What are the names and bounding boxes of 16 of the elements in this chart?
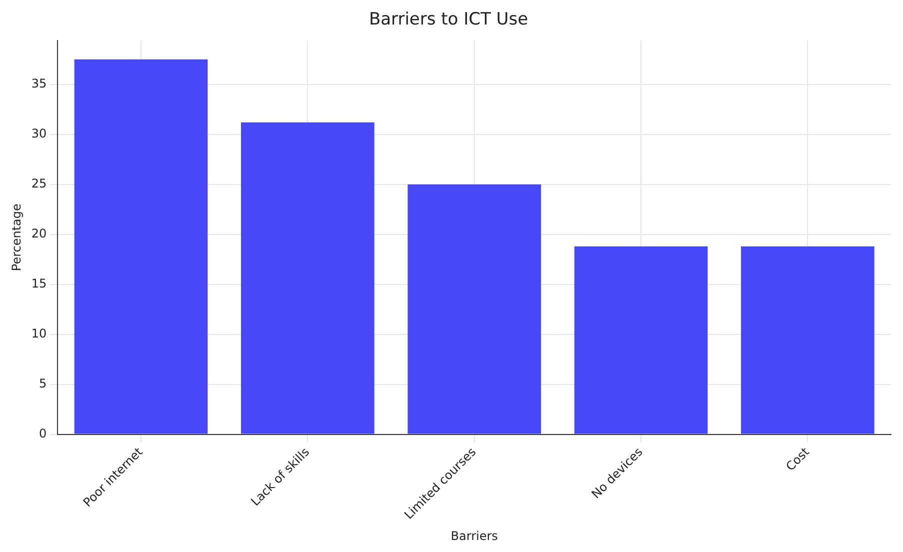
y-tick-label: 35: [31, 76, 47, 91]
bar: [741, 246, 874, 434]
bar: [574, 246, 708, 434]
bar: [408, 184, 541, 434]
y-axis-title: Percentage: [9, 204, 24, 272]
y-tick-label: 5: [39, 376, 47, 390]
chart-title: Barriers to ICT Use: [368, 10, 528, 30]
y-tick-label: 30: [31, 126, 47, 140]
bar: [74, 59, 208, 434]
bar: [241, 122, 374, 434]
y-tick-label: 25: [31, 176, 47, 190]
y-tick-label: 15: [31, 276, 47, 290]
y-tick-label: 0: [39, 426, 47, 440]
y-tick-label: 20: [31, 226, 47, 240]
y-tick-label: 10: [31, 326, 47, 340]
x-axis-title: Barriers: [450, 528, 498, 543]
